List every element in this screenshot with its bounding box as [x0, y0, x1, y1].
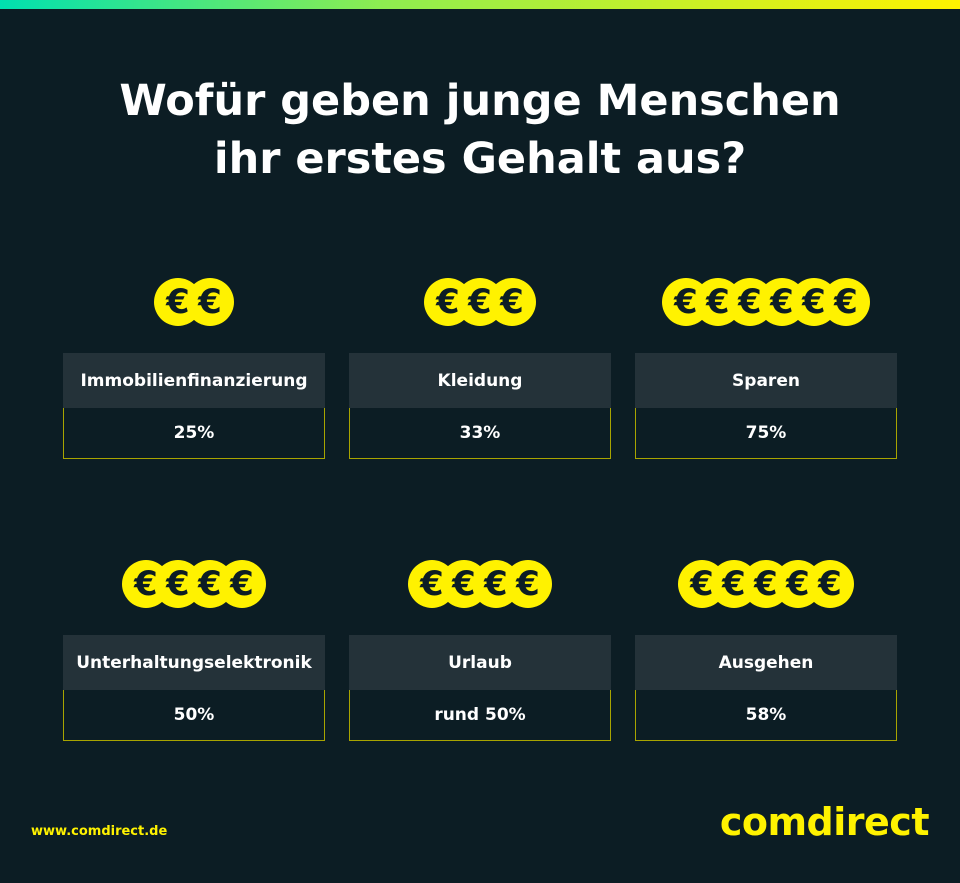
gradient-top-bar — [0, 0, 960, 9]
euro-coins: € € € € — [349, 560, 611, 610]
comdirect-logo: comdirect — [719, 800, 930, 844]
category-value: 50% — [63, 690, 325, 741]
page-title: Wofür geben junge Menschen ihr erstes Geh… — [119, 76, 841, 184]
website-link[interactable]: www.comdirect.de — [31, 824, 168, 839]
euro-coin-icon: € — [504, 560, 552, 608]
euro-coins: € € € € € € — [635, 278, 897, 328]
euro-coin-icon: € — [186, 278, 234, 326]
euro-coin-icon: € — [488, 278, 536, 326]
category-value: 25% — [63, 408, 325, 459]
euro-coins: € € € — [349, 278, 611, 328]
category-value: 58% — [635, 690, 897, 741]
euro-coin-icon: € — [822, 278, 870, 326]
category-value: 75% — [635, 408, 897, 459]
category-value: 33% — [349, 408, 611, 459]
category-label: Kleidung — [349, 353, 611, 408]
euro-coin-icon: € — [806, 560, 854, 608]
euro-coin-icon: € — [218, 560, 266, 608]
euro-coins: € € € € € — [635, 560, 897, 610]
euro-coins: € € € € — [63, 560, 325, 610]
category-label: Unterhaltungselektronik — [63, 635, 325, 690]
category-value: rund 50% — [349, 690, 611, 741]
category-label: Sparen — [635, 353, 897, 408]
category-label: Ausgehen — [635, 635, 897, 690]
euro-coins: € € — [63, 278, 325, 328]
category-label: Immobilienfinanzierung — [63, 353, 325, 408]
category-label: Urlaub — [349, 635, 611, 690]
